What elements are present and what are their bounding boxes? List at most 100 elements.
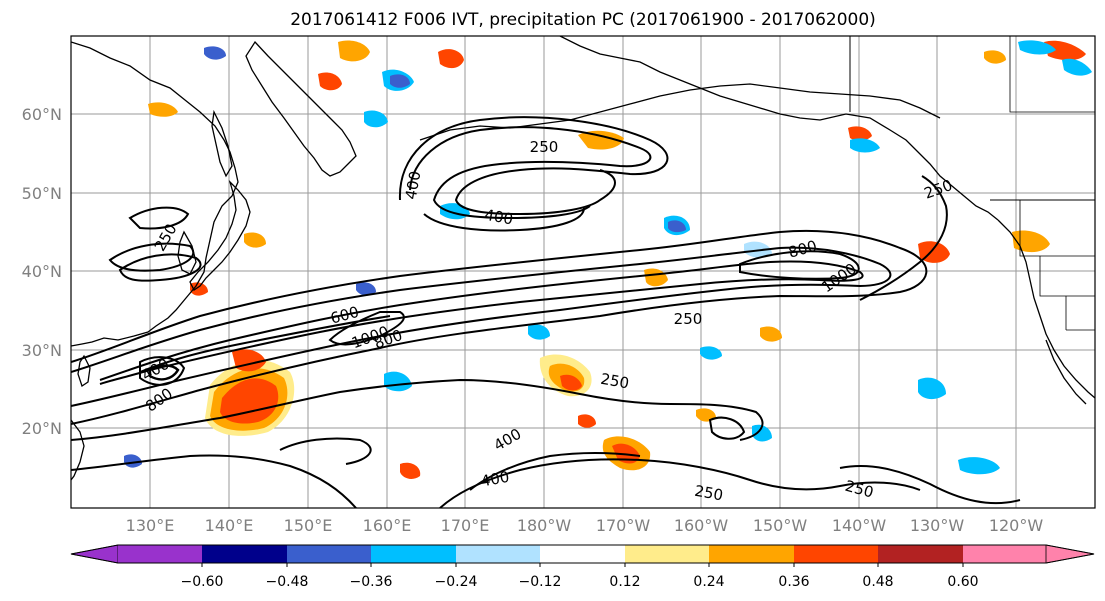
pc-blob (124, 454, 142, 468)
pc-blob (356, 282, 376, 296)
contour-label: 400 (483, 206, 514, 229)
colorbar-segment (963, 545, 1046, 563)
ivt-250-contour-north (398, 116, 669, 216)
longitude-label: 140°E (205, 516, 254, 535)
pc-blob (390, 74, 410, 88)
colorbar-tick-label: −0.48 (266, 574, 309, 590)
pc-blob (528, 324, 550, 340)
latitude-label: 30°N (22, 341, 62, 360)
ivt-250-contour-south (71, 378, 764, 441)
ivt-400-contour-north-b (423, 207, 585, 232)
contour-label: 250 (674, 310, 703, 328)
colorbar-segment (709, 545, 794, 563)
pc-blob (578, 414, 596, 428)
ivt-250-contour-east (859, 175, 948, 301)
ivt-250-contour-south-b (439, 458, 921, 508)
taiwan-coastline (77, 354, 91, 388)
colorbar-segment (371, 545, 456, 563)
colorbar-tick-labels: −0.60 −0.48 −0.36 −0.24 −0.12 0.12 0.24 0.36 0.4… (181, 563, 979, 590)
contour-label: 250 (599, 370, 630, 393)
pc-blob (400, 462, 421, 479)
colorbar-extend-high (1045, 544, 1095, 564)
colorbar-extend-low (70, 544, 119, 564)
ivt-250-contour (71, 229, 928, 425)
pc-blob (204, 46, 226, 60)
contour-label: 400 (479, 468, 510, 491)
kamchatka-coastline (245, 40, 357, 177)
colorbar-tick-label: 0.36 (778, 574, 809, 590)
longitude-label: 120°W (989, 516, 1044, 535)
latitude-label: 60°N (22, 105, 62, 124)
colorbar-segment (794, 545, 878, 563)
colorbar-tick-label: −0.60 (181, 574, 224, 590)
ivt-600-contour (99, 260, 864, 385)
pc-blob (338, 40, 370, 62)
pc-blob (438, 49, 464, 69)
figure-title: 2017061412 F006 IVT, precipitation PC (2… (290, 10, 876, 30)
ivt-core-contour (148, 364, 180, 381)
longitude-label: 130°E (126, 516, 175, 535)
pc-blob (760, 326, 782, 342)
colorbar-tick-label: 0.12 (609, 574, 640, 590)
longitude-label: 130°W (910, 516, 965, 535)
colorbar-segment (456, 545, 540, 563)
longitude-label: 150°E (284, 516, 333, 535)
pc-blob (148, 102, 178, 117)
pc-blob (318, 72, 342, 91)
colorbar-segment (202, 545, 287, 563)
pc-blob (1044, 40, 1086, 61)
colorbar-segment (625, 545, 709, 563)
longitude-label: 170°W (596, 516, 651, 535)
pc-blob (850, 138, 880, 153)
pc-blob (1062, 58, 1092, 76)
latitude-label: 50°N (22, 184, 62, 203)
graticule (71, 36, 1095, 508)
province-border (1009, 36, 1095, 113)
map-frame (70, 35, 1096, 509)
longitude-label: 170°E (441, 516, 490, 535)
pc-blob (578, 130, 624, 150)
pc-blob (364, 110, 388, 128)
colorbar (70, 544, 1095, 564)
ivt-contours (71, 116, 1021, 508)
sakhalin-coastline (211, 109, 233, 178)
pc-blob (918, 377, 946, 400)
ivt-250-contour-west-b (118, 253, 202, 282)
colorbar-tick-label: 0.48 (862, 574, 893, 590)
contour-label: 250 (693, 482, 724, 505)
ivt-250-contour-west-c (128, 206, 190, 230)
pc-blob (560, 374, 582, 391)
pc-blob (958, 457, 1000, 475)
colorbar-segment (287, 545, 371, 563)
ivt-800-contour (139, 311, 405, 373)
pc-blob (984, 50, 1006, 64)
baja-coastline (1045, 339, 1087, 405)
pc-blob (696, 408, 716, 422)
pc-blob (848, 126, 872, 141)
philippines-coastline (71, 419, 85, 481)
colorbar-tick-label: 0.24 (693, 574, 724, 590)
asia-coastline (71, 41, 239, 347)
longitude-labels: 130°E 140°E 150°E 160°E 170°E 180°W 170°W 160°W… (126, 516, 1044, 535)
longitude-label: 160°W (674, 516, 729, 535)
colorbar-segment (118, 545, 202, 563)
japan-coastline (189, 179, 251, 291)
ivt-250-contour-southeast (839, 465, 1021, 505)
map-area: 250 400 400 250 800 1000 600 1000 800 40… (71, 36, 1095, 508)
latitude-label: 20°N (22, 419, 62, 438)
colorbar-tick-label: −0.12 (519, 574, 562, 590)
latitude-labels: 60°N 50°N 40°N 30°N 20°N (22, 105, 62, 438)
longitude-label: 160°E (363, 516, 412, 535)
colorbar-outline (70, 544, 1095, 564)
state-borders (1019, 200, 1095, 331)
contour-label: 250 (530, 138, 559, 156)
pc-blob (220, 378, 279, 424)
pc-blob (190, 282, 208, 296)
colorbar-tick-label: 0.60 (947, 574, 978, 590)
ivt-400-contour (71, 246, 892, 407)
colorbar-tick-label: −0.24 (435, 574, 478, 590)
pc-blob (700, 346, 722, 360)
ivt-small-contour (708, 416, 746, 440)
map-background (71, 36, 1095, 508)
